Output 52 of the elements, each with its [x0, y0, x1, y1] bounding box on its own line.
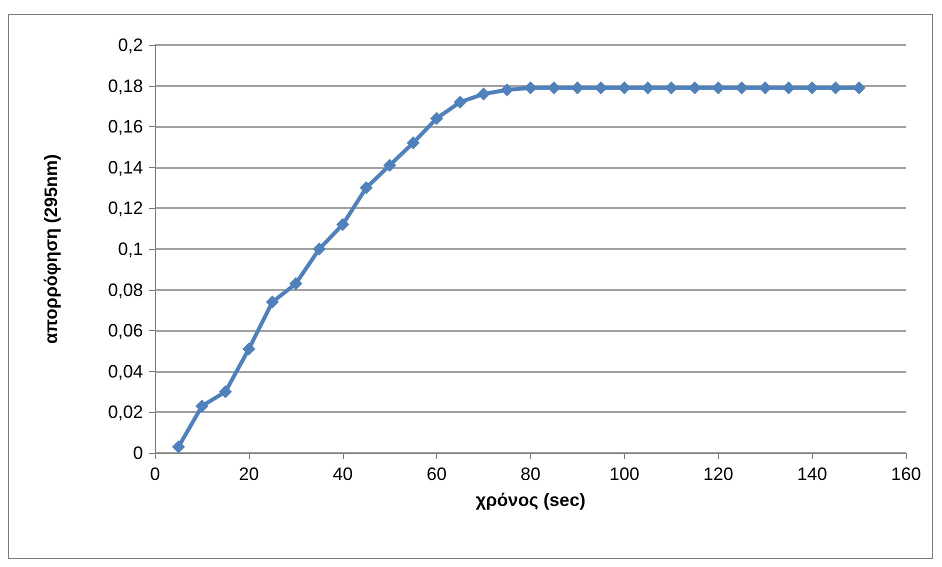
x-tick-label: 60 — [426, 464, 447, 484]
x-tick-label: 0 — [150, 464, 160, 484]
x-axis-title: χρόνος (sec) — [476, 490, 586, 510]
point — [360, 181, 373, 194]
x-tick-label: 40 — [332, 464, 353, 484]
point — [547, 81, 560, 94]
point — [172, 440, 185, 454]
y-tick-label: 0,16 — [108, 116, 143, 137]
point — [570, 81, 584, 94]
y-tick-label: 0,1 — [118, 239, 143, 259]
y-tick-label: 0,14 — [108, 157, 143, 178]
y-tick-label: 0 — [132, 443, 143, 463]
y-axis-title: απορρόφηση (295nm) — [41, 154, 61, 344]
x-tick-label: 20 — [238, 464, 259, 484]
x-tick-label: 100 — [609, 464, 640, 484]
point — [688, 81, 702, 94]
point — [664, 81, 678, 94]
y-tick-label: 0,18 — [108, 76, 143, 96]
y-tick-label: 0,2 — [118, 35, 143, 55]
point — [782, 81, 796, 94]
point — [735, 81, 748, 94]
point — [758, 81, 772, 94]
point — [641, 81, 654, 94]
y-tick-label: 0,08 — [108, 280, 143, 300]
y-tick-label: 0,02 — [108, 402, 143, 422]
point — [242, 342, 256, 356]
point — [312, 242, 326, 256]
point — [218, 385, 232, 398]
point — [712, 81, 725, 94]
point — [618, 81, 631, 94]
point — [829, 81, 842, 94]
point — [336, 218, 350, 232]
point — [195, 400, 208, 413]
point — [383, 158, 396, 172]
x-tick-label: 160 — [890, 464, 922, 484]
point — [852, 81, 866, 94]
point — [500, 83, 514, 96]
y-tick-label: 0,04 — [108, 361, 143, 382]
y-tick-label: 0,12 — [108, 198, 143, 218]
x-tick-label: 120 — [703, 464, 734, 484]
point — [289, 277, 302, 290]
y-tick-label: 0,06 — [108, 320, 143, 341]
point — [524, 81, 537, 94]
point — [806, 81, 819, 94]
point — [477, 87, 490, 100]
point — [594, 81, 608, 94]
point — [266, 296, 279, 309]
point — [430, 112, 444, 125]
x-tick-label: 80 — [520, 464, 541, 484]
point — [406, 136, 420, 150]
x-tick-label: 140 — [797, 464, 828, 484]
point — [454, 96, 467, 109]
